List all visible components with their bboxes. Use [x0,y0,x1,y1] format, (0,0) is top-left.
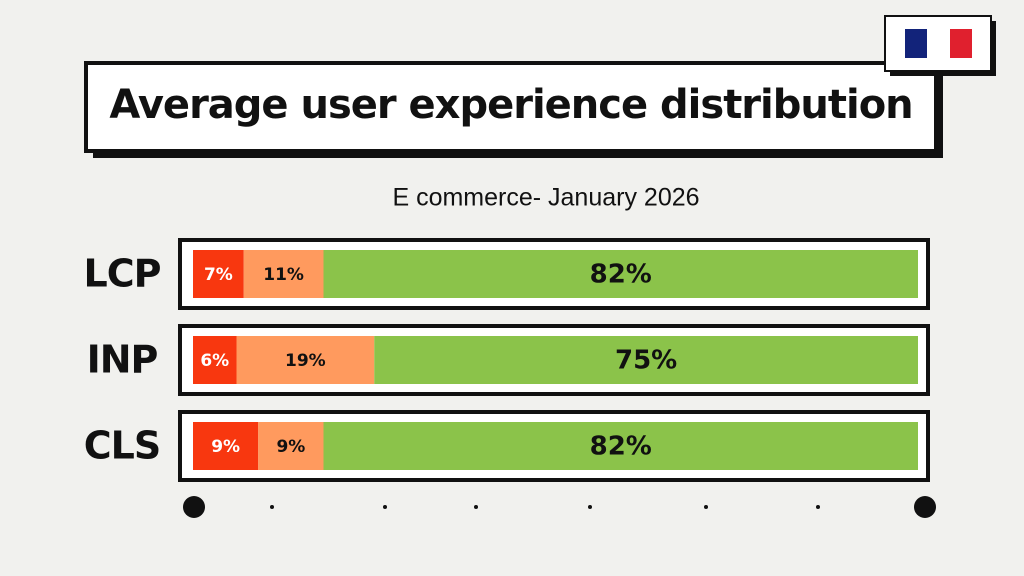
title-box [84,61,938,153]
bar-segment [323,250,918,298]
flag-blue [905,29,927,58]
bar-segment [323,422,918,470]
value-label: 75% [615,346,677,376]
bar-segment [193,336,237,384]
dots [270,505,820,509]
chart-title: Average user experience distribution [109,82,912,128]
bar-segment [193,250,244,298]
value-label: 7% [204,265,233,285]
value-label: 82% [590,432,652,462]
bar-segment [236,336,375,384]
category-label: LCP [84,252,161,296]
flag-white [927,29,950,58]
bar-segment [258,422,324,470]
value-label: 82% [590,260,652,290]
flag-red [950,29,972,58]
value-label: 11% [263,265,304,285]
bar-segment [374,336,918,384]
value-label: 6% [200,351,229,371]
bar-segment [193,422,259,470]
start-icon [183,496,205,518]
end-icon [914,496,936,518]
category-label: CLS [84,424,160,468]
value-label: 19% [285,351,326,371]
bar-segment [243,250,324,298]
value-label: 9% [211,437,240,457]
chart-subtitle: E commerce- January 2026 [392,184,699,212]
value-label: 9% [276,437,305,457]
category-label: INP [87,338,158,382]
